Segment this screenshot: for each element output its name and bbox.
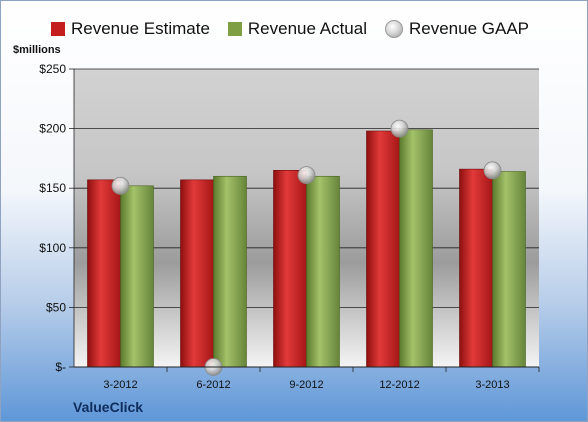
legend-item-actual: Revenue Actual <box>227 19 367 39</box>
x-tick-label: 12-2012 <box>379 379 419 391</box>
legend-swatch-gaap <box>385 20 403 38</box>
bar-revenue-estimate <box>366 130 400 368</box>
bar-revenue-actual <box>213 175 247 368</box>
y-tick-label: $50 <box>46 300 66 314</box>
bar-revenue-estimate <box>459 168 493 368</box>
legend-item-estimate: Revenue Estimate <box>51 19 210 39</box>
x-tick-label: 3-2013 <box>475 379 509 391</box>
y-tick-label: $250 <box>39 62 66 76</box>
marker-revenue-gaap <box>111 176 130 195</box>
y-unit-label: $millions <box>13 44 61 56</box>
bar-revenue-estimate <box>180 179 214 368</box>
bar-revenue-estimate <box>273 170 307 368</box>
y-tick-label: $100 <box>39 241 66 255</box>
legend-item-gaap: Revenue GAAP <box>385 19 529 39</box>
y-tick-label: $200 <box>39 122 66 136</box>
x-tick-label: 9-2012 <box>289 379 323 391</box>
bar-revenue-actual <box>492 171 526 368</box>
legend-label-gaap: Revenue GAAP <box>409 19 530 38</box>
x-tick-label: 3-2012 <box>103 379 137 391</box>
legend-label-estimate: Revenue Estimate <box>71 19 210 38</box>
bar-revenue-estimate <box>87 179 121 368</box>
company-name: ValueClick <box>73 399 144 415</box>
marker-revenue-gaap <box>483 161 502 180</box>
legend-label-actual: Revenue Actual <box>247 19 367 38</box>
legend-swatch-actual <box>227 22 242 36</box>
legend: Revenue Estimate Revenue Actual Revenue … <box>51 16 529 42</box>
marker-revenue-gaap <box>390 119 409 138</box>
marker-revenue-gaap <box>297 166 316 184</box>
bar-revenue-actual <box>120 185 154 368</box>
y-tick-label: $- <box>55 360 66 374</box>
legend-swatch-estimate <box>51 22 65 36</box>
x-tick-label: 6-2012 <box>196 379 230 391</box>
bar-revenue-actual <box>399 129 433 368</box>
y-tick-label: $150 <box>39 181 66 195</box>
bar-revenue-actual <box>306 175 340 368</box>
